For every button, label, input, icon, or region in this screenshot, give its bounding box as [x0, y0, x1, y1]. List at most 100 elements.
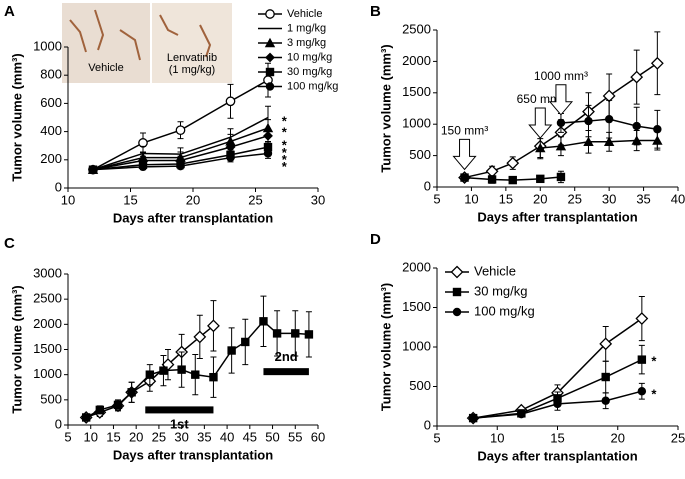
x-axis-label: Days after transplantation — [113, 210, 273, 225]
marker — [138, 162, 148, 172]
panel-label: D — [370, 231, 381, 248]
x-tick-label: 35 — [636, 191, 650, 206]
legend-label: Vehicle — [474, 263, 516, 278]
marker — [468, 413, 478, 423]
marker — [175, 125, 186, 136]
annotation: * — [651, 353, 657, 368]
y-tick-label: 1500 — [402, 84, 431, 99]
x-tick-label: 15 — [499, 191, 513, 206]
marker — [603, 136, 615, 146]
x-tick-label: 40 — [220, 429, 234, 444]
inset-label: Vehicle — [88, 62, 123, 74]
marker — [227, 346, 236, 355]
marker — [506, 156, 520, 170]
x-tick-label: 25 — [567, 191, 581, 206]
marker — [95, 405, 105, 415]
x-tick-label: 50 — [265, 429, 279, 444]
x-tick-label: 15 — [123, 192, 137, 207]
arrow — [528, 107, 553, 139]
y-tick-label: 3000 — [33, 265, 62, 280]
y-tick-label: 800 — [40, 67, 62, 82]
marker — [635, 312, 649, 325]
marker — [145, 370, 155, 379]
marker — [177, 365, 186, 374]
marker — [632, 121, 641, 131]
x-tick-label: 15 — [106, 429, 120, 444]
inset-label: (1 mg/kg) — [169, 64, 215, 76]
y-tick-label: 1000 — [402, 338, 431, 353]
legend-label: 30 mg/kg — [287, 66, 332, 78]
marker — [226, 153, 235, 162]
y-tick-label: 1000 — [33, 38, 62, 53]
y-tick-label: 2500 — [402, 21, 431, 36]
marker — [193, 330, 207, 344]
y-tick-label: 0 — [424, 178, 431, 193]
x-tick-label: 10 — [490, 430, 504, 445]
y-tick-label: 2000 — [33, 316, 62, 331]
marker — [138, 138, 148, 148]
x-tick-label: 10 — [464, 191, 478, 206]
x-tick-label: 10 — [83, 429, 97, 444]
legend-marker — [265, 52, 275, 63]
panel-label: C — [4, 235, 15, 252]
annotation: * — [282, 152, 288, 167]
legend-label: 30 mg/kg — [474, 283, 527, 298]
marker — [601, 396, 610, 405]
y-tick-label: 1500 — [402, 299, 431, 314]
marker — [263, 142, 273, 152]
marker — [291, 329, 300, 338]
y-tick-label: 0 — [55, 179, 62, 194]
marker — [88, 165, 98, 174]
marker — [262, 122, 274, 133]
marker — [556, 172, 566, 182]
marker — [460, 173, 469, 182]
x-tick-label: 15 — [550, 430, 564, 445]
arrow-label: 1000 mm³ — [534, 69, 588, 83]
legend-marker — [265, 67, 275, 77]
marker — [536, 174, 545, 184]
x-tick-label: 30 — [602, 191, 616, 206]
marker — [304, 330, 314, 339]
marker — [485, 164, 499, 178]
marker — [599, 337, 613, 351]
x-tick-label: 20 — [533, 191, 547, 206]
marker — [517, 409, 526, 419]
marker — [583, 136, 594, 146]
y-tick-label: 2000 — [402, 259, 431, 274]
marker — [487, 175, 497, 184]
legend-marker — [265, 82, 275, 91]
annotation: * — [282, 125, 288, 140]
y-tick-label: 0 — [424, 417, 431, 432]
y-tick-label: 500 — [40, 391, 62, 406]
y-tick-label: 1000 — [402, 116, 431, 131]
legend-marker — [265, 9, 275, 19]
x-tick-label: 5 — [433, 430, 440, 445]
x-axis-label: Days after transplantation — [477, 448, 637, 463]
marker — [241, 337, 250, 347]
treatment-label: 1st — [170, 416, 189, 431]
arrow — [452, 138, 477, 171]
legend-label: 3 mg/kg — [287, 37, 326, 49]
marker — [159, 366, 168, 375]
x-tick-label: 25 — [152, 429, 166, 444]
x-tick-label: 5 — [64, 429, 71, 444]
y-tick-label: 2000 — [402, 53, 431, 68]
marker — [650, 56, 664, 70]
marker — [209, 372, 218, 382]
marker — [604, 114, 614, 124]
legend-marker — [264, 37, 276, 48]
marker — [259, 317, 268, 326]
marker — [81, 413, 91, 422]
x-tick-label: 55 — [288, 429, 302, 444]
x-tick-label: 30 — [174, 429, 188, 444]
annotation: * — [282, 137, 288, 152]
marker — [225, 96, 236, 107]
y-tick-label: 1000 — [33, 366, 62, 381]
marker — [637, 355, 647, 364]
x-tick-label: 35 — [197, 429, 211, 444]
x-tick-label: 60 — [311, 429, 325, 444]
y-tick-label: 500 — [409, 378, 431, 393]
marker — [630, 70, 644, 84]
x-tick-label: 25 — [671, 430, 685, 445]
marker — [272, 329, 282, 338]
